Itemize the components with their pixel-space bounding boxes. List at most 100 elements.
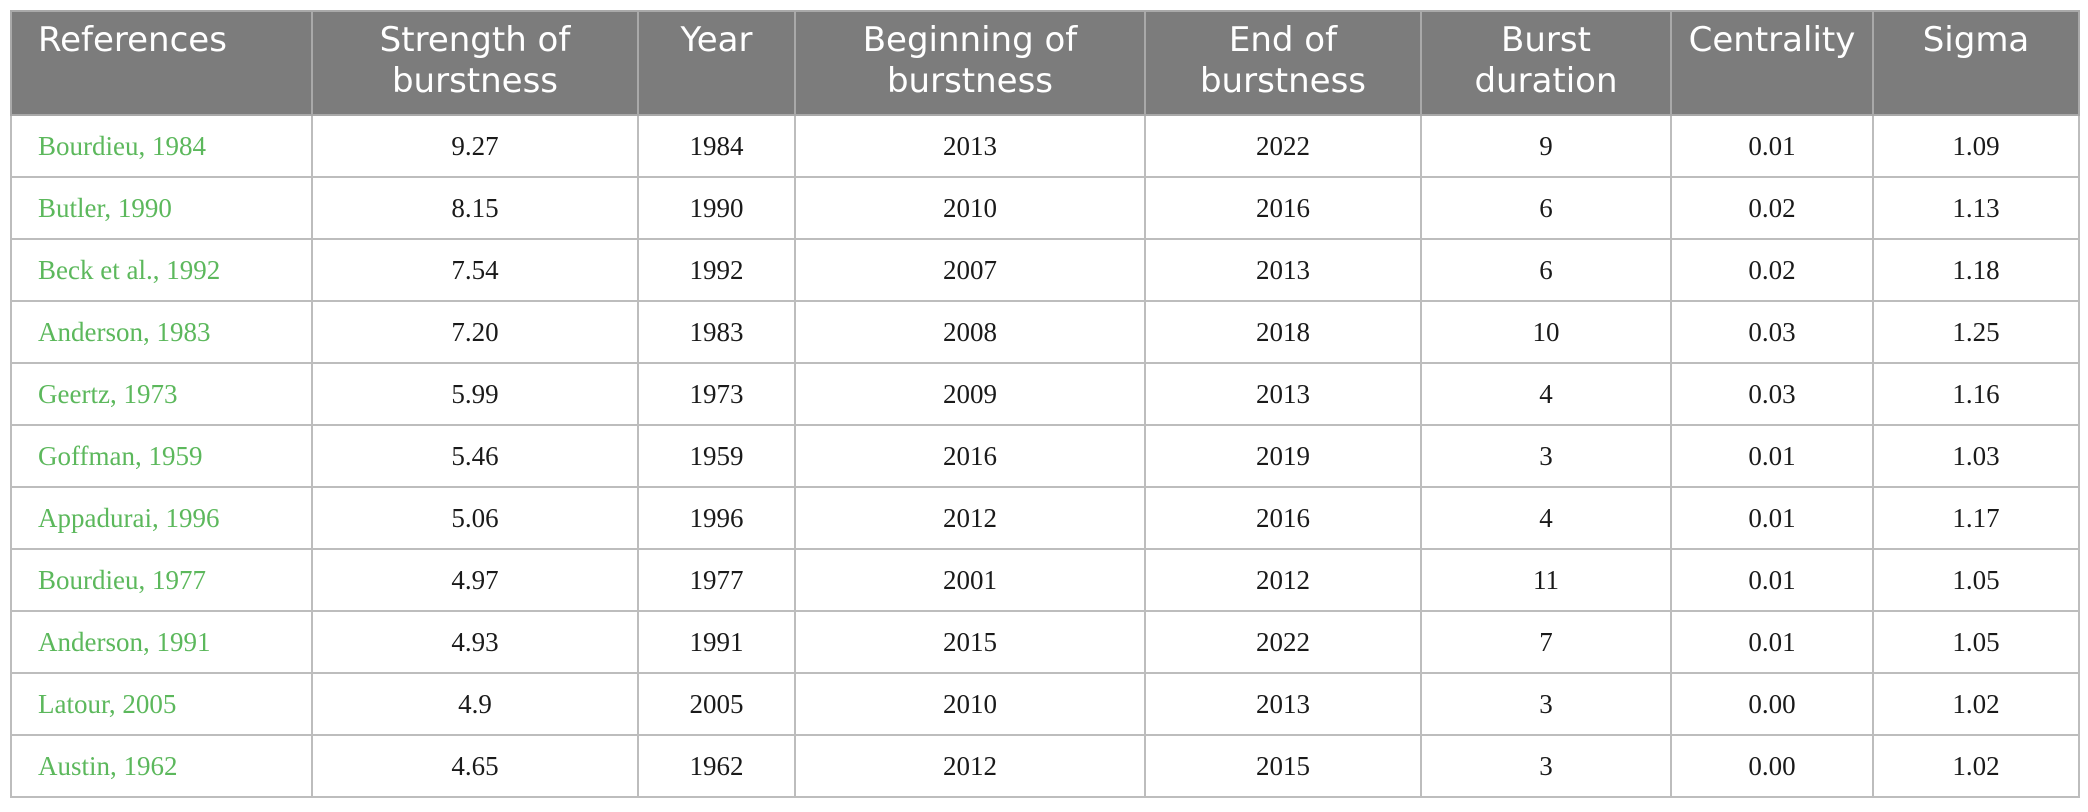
table-row: Bourdieu, 1984 9.27 1984 2013 2022 9 0.0… <box>10 114 2080 178</box>
sigma-cell: 1.03 <box>1872 424 2080 488</box>
duration-cell: 3 <box>1420 424 1672 488</box>
header-beginning-of-burstness: Beginning of burstness <box>794 10 1146 116</box>
end-cell: 2022 <box>1144 114 1422 178</box>
table-row: Butler, 1990 8.15 1990 2010 2016 6 0.02 … <box>10 176 2080 240</box>
sigma-cell: 1.05 <box>1872 610 2080 674</box>
strength-cell: 4.97 <box>311 548 639 612</box>
sigma-cell: 1.05 <box>1872 548 2080 612</box>
strength-cell: 7.54 <box>311 238 639 302</box>
reference-link[interactable]: Appadurai, 1996 <box>10 486 313 550</box>
header-strength-of-burstness: Strength of burstness <box>311 10 639 116</box>
year-cell: 1991 <box>637 610 796 674</box>
sigma-cell: 1.09 <box>1872 114 2080 178</box>
reference-link[interactable]: Butler, 1990 <box>10 176 313 240</box>
year-cell: 1992 <box>637 238 796 302</box>
header-centrality: Centrality <box>1670 10 1874 116</box>
strength-cell: 5.46 <box>311 424 639 488</box>
end-cell: 2018 <box>1144 300 1422 364</box>
table-row: Austin, 1962 4.65 1962 2012 2015 3 0.00 … <box>10 734 2080 798</box>
beginning-cell: 2016 <box>794 424 1146 488</box>
duration-cell: 4 <box>1420 362 1672 426</box>
reference-link[interactable]: Bourdieu, 1984 <box>10 114 313 178</box>
beginning-cell: 2013 <box>794 114 1146 178</box>
duration-cell: 4 <box>1420 486 1672 550</box>
beginning-cell: 2010 <box>794 176 1146 240</box>
beginning-cell: 2012 <box>794 734 1146 798</box>
year-cell: 1983 <box>637 300 796 364</box>
centrality-cell: 0.02 <box>1670 238 1874 302</box>
reference-link[interactable]: Austin, 1962 <box>10 734 313 798</box>
year-cell: 1973 <box>637 362 796 426</box>
sigma-cell: 1.13 <box>1872 176 2080 240</box>
beginning-cell: 2012 <box>794 486 1146 550</box>
table-row: Appadurai, 1996 5.06 1996 2012 2016 4 0.… <box>10 486 2080 550</box>
duration-cell: 10 <box>1420 300 1672 364</box>
sigma-cell: 1.17 <box>1872 486 2080 550</box>
centrality-cell: 0.03 <box>1670 362 1874 426</box>
table-row: Latour, 2005 4.9 2005 2010 2013 3 0.00 1… <box>10 672 2080 736</box>
beginning-cell: 2001 <box>794 548 1146 612</box>
year-cell: 1990 <box>637 176 796 240</box>
reference-link[interactable]: Goffman, 1959 <box>10 424 313 488</box>
end-cell: 2015 <box>1144 734 1422 798</box>
duration-cell: 6 <box>1420 238 1672 302</box>
strength-cell: 4.9 <box>311 672 639 736</box>
year-cell: 2005 <box>637 672 796 736</box>
strength-cell: 8.15 <box>311 176 639 240</box>
table-header: References Strength of burstness Year Be… <box>10 10 2080 116</box>
beginning-cell: 2009 <box>794 362 1146 426</box>
end-cell: 2013 <box>1144 238 1422 302</box>
end-cell: 2013 <box>1144 362 1422 426</box>
strength-cell: 4.93 <box>311 610 639 674</box>
strength-cell: 5.99 <box>311 362 639 426</box>
duration-cell: 7 <box>1420 610 1672 674</box>
duration-cell: 9 <box>1420 114 1672 178</box>
reference-link[interactable]: Geertz, 1973 <box>10 362 313 426</box>
centrality-cell: 0.02 <box>1670 176 1874 240</box>
sigma-cell: 1.18 <box>1872 238 2080 302</box>
burst-references-table: References Strength of burstness Year Be… <box>10 10 2080 798</box>
centrality-cell: 0.01 <box>1670 114 1874 178</box>
year-cell: 1977 <box>637 548 796 612</box>
reference-link[interactable]: Latour, 2005 <box>10 672 313 736</box>
burst-references-table-container: References Strength of burstness Year Be… <box>10 10 2080 798</box>
end-cell: 2022 <box>1144 610 1422 674</box>
sigma-cell: 1.02 <box>1872 672 2080 736</box>
year-cell: 1996 <box>637 486 796 550</box>
table-row: Geertz, 1973 5.99 1973 2009 2013 4 0.03 … <box>10 362 2080 426</box>
centrality-cell: 0.00 <box>1670 734 1874 798</box>
end-cell: 2016 <box>1144 176 1422 240</box>
strength-cell: 9.27 <box>311 114 639 178</box>
reference-link[interactable]: Bourdieu, 1977 <box>10 548 313 612</box>
beginning-cell: 2010 <box>794 672 1146 736</box>
header-row: References Strength of burstness Year Be… <box>10 10 2080 116</box>
centrality-cell: 0.00 <box>1670 672 1874 736</box>
year-cell: 1984 <box>637 114 796 178</box>
sigma-cell: 1.16 <box>1872 362 2080 426</box>
table-row: Beck et al., 1992 7.54 1992 2007 2013 6 … <box>10 238 2080 302</box>
centrality-cell: 0.01 <box>1670 424 1874 488</box>
sigma-cell: 1.02 <box>1872 734 2080 798</box>
table-row: Anderson, 1991 4.93 1991 2015 2022 7 0.0… <box>10 610 2080 674</box>
table-row: Bourdieu, 1977 4.97 1977 2001 2012 11 0.… <box>10 548 2080 612</box>
beginning-cell: 2008 <box>794 300 1146 364</box>
beginning-cell: 2007 <box>794 238 1146 302</box>
end-cell: 2013 <box>1144 672 1422 736</box>
header-sigma: Sigma <box>1872 10 2080 116</box>
duration-cell: 3 <box>1420 672 1672 736</box>
reference-link[interactable]: Anderson, 1983 <box>10 300 313 364</box>
reference-link[interactable]: Beck et al., 1992 <box>10 238 313 302</box>
header-year: Year <box>637 10 796 116</box>
reference-link[interactable]: Anderson, 1991 <box>10 610 313 674</box>
header-references: References <box>10 10 313 116</box>
table-row: Goffman, 1959 5.46 1959 2016 2019 3 0.01… <box>10 424 2080 488</box>
duration-cell: 6 <box>1420 176 1672 240</box>
header-end-of-burstness: End of burstness <box>1144 10 1422 116</box>
year-cell: 1959 <box>637 424 796 488</box>
strength-cell: 5.06 <box>311 486 639 550</box>
centrality-cell: 0.03 <box>1670 300 1874 364</box>
centrality-cell: 0.01 <box>1670 486 1874 550</box>
end-cell: 2016 <box>1144 486 1422 550</box>
duration-cell: 11 <box>1420 548 1672 612</box>
end-cell: 2012 <box>1144 548 1422 612</box>
